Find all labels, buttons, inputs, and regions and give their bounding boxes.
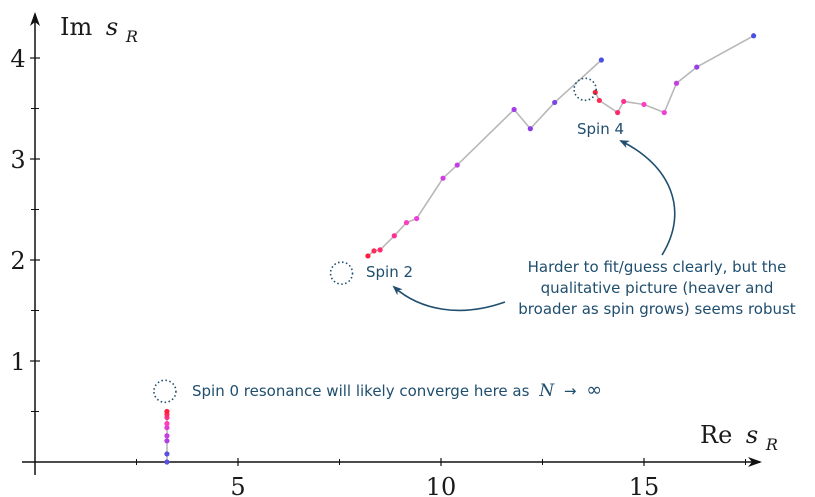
data-point	[440, 175, 446, 181]
data-point	[164, 408, 170, 415]
data-point	[511, 106, 517, 113]
y-axis-title: Im s R	[60, 13, 138, 46]
data-point	[391, 233, 397, 239]
dotted-circle-marker	[573, 77, 597, 102]
x-axis-title: Re s R	[700, 421, 778, 454]
y-tick-label: 1	[10, 348, 25, 376]
note-line-3: broader as spin grows) seems robust	[518, 300, 796, 318]
data-point	[694, 64, 700, 70]
y-tick-label: 4	[10, 45, 25, 73]
data-point	[164, 421, 170, 427]
y-tick-label: 3	[10, 146, 25, 174]
data-points	[164, 33, 757, 465]
series-line-2	[594, 35, 754, 114]
data-point	[164, 459, 170, 465]
data-point	[661, 109, 667, 116]
spin2-label: Spin 2	[366, 263, 413, 281]
arrow-to-spin2	[392, 285, 506, 312]
spin4-label: Spin 4	[577, 120, 624, 138]
data-point	[615, 109, 621, 116]
series-line-1	[367, 59, 602, 257]
data-point	[164, 438, 170, 444]
data-point	[377, 247, 383, 253]
data-point	[371, 248, 377, 254]
data-point	[164, 451, 170, 457]
note-line-2: qualitative picture (heaver and	[541, 279, 774, 297]
data-point	[641, 101, 647, 108]
note-annotation: Harder to fit/guess clearly, but the qua…	[518, 258, 796, 318]
data-point	[751, 33, 757, 39]
data-point	[414, 215, 420, 222]
data-point	[673, 80, 680, 86]
data-point	[621, 98, 627, 105]
dotted-circle-marker	[329, 261, 354, 285]
data-point	[527, 126, 533, 132]
ticks: 5 10 15 1 2 3 4	[10, 45, 746, 497]
x-tick-label: 10	[426, 473, 457, 497]
data-point	[598, 57, 604, 63]
data-point	[592, 89, 598, 95]
x-tick-label: 5	[230, 473, 245, 497]
arrow-to-spin4	[619, 140, 676, 256]
note-line-1: Harder to fit/guess clearly, but the	[528, 258, 787, 276]
data-point	[454, 162, 460, 168]
data-point	[164, 433, 170, 439]
region-markers	[153, 77, 597, 404]
data-point	[552, 99, 558, 106]
spin0-annotation: Spin 0 resonance will likely converge he…	[192, 379, 602, 401]
dotted-circle-marker	[153, 379, 177, 404]
data-point	[164, 425, 170, 431]
data-point	[403, 220, 410, 226]
data-point	[365, 253, 371, 259]
axes	[22, 12, 762, 475]
x-tick-label: 15	[629, 473, 660, 497]
data-point	[596, 97, 602, 104]
y-tick-label: 2	[10, 247, 25, 275]
